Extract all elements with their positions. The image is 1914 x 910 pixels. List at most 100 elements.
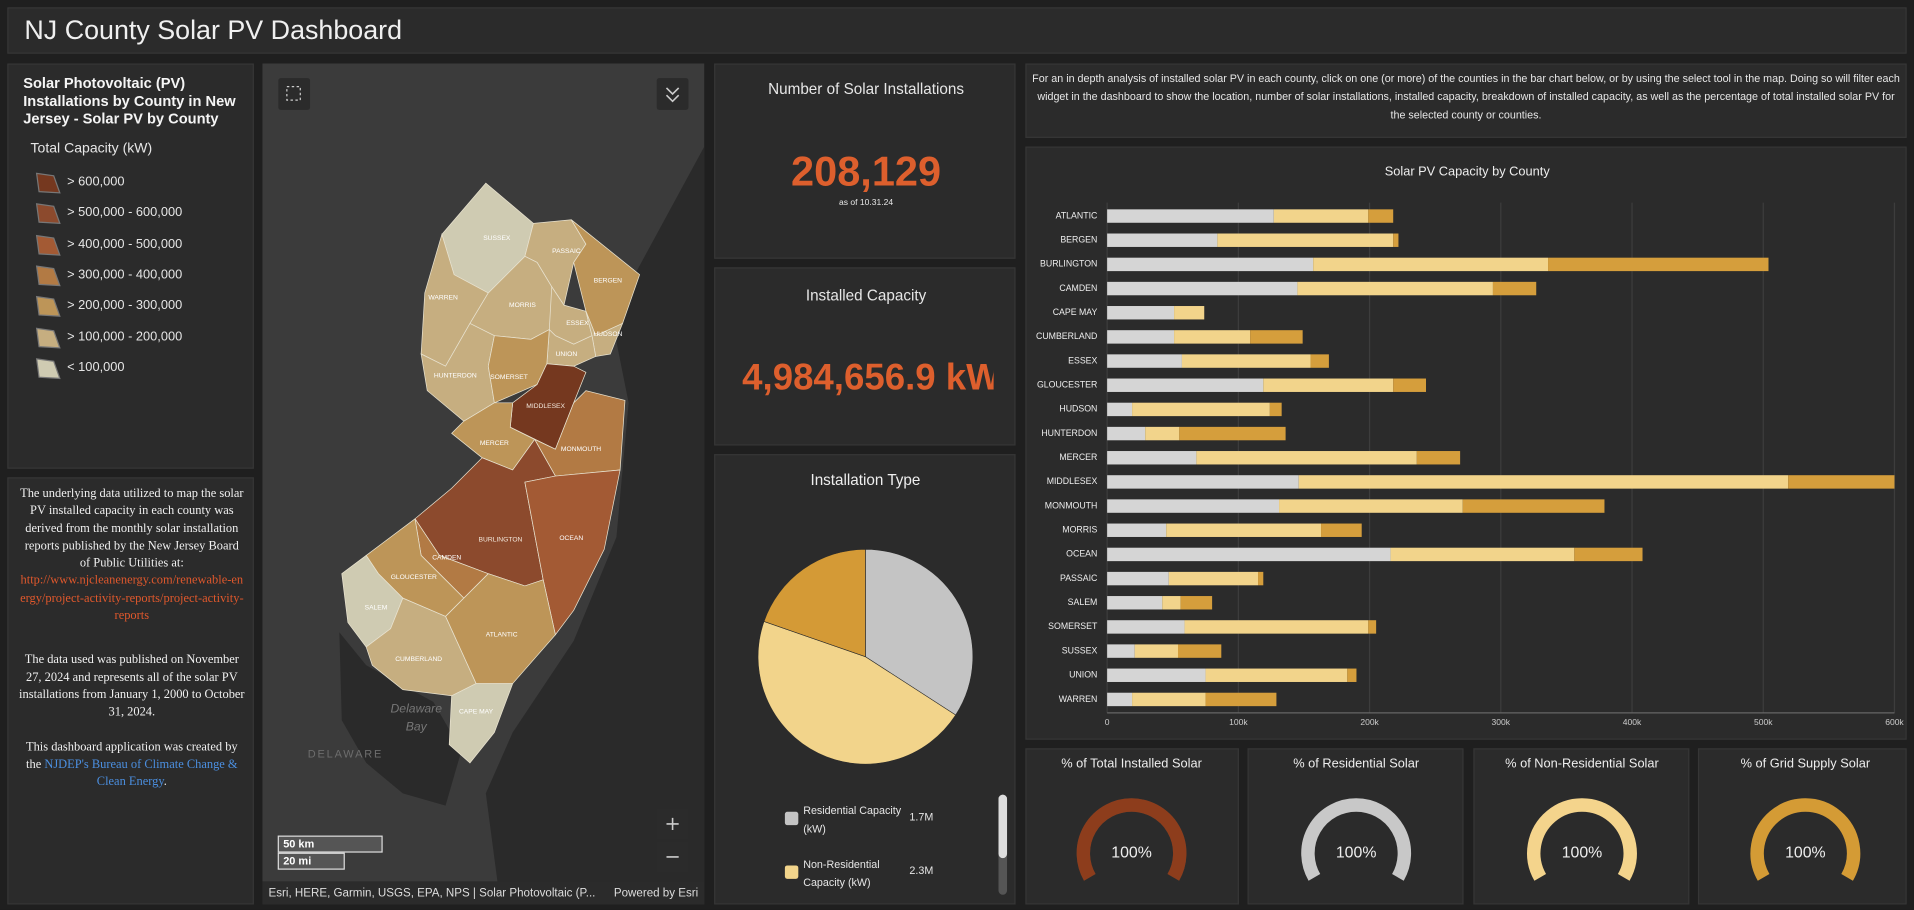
indicator-note: as of 10.31.24 <box>838 198 894 208</box>
map-collapse[interactable] <box>656 78 689 110</box>
description: For an in depth analysis of installed so… <box>1032 72 1900 121</box>
info-link[interactable]: NJDEP's Bureau of Climate Change & Clean… <box>44 757 238 789</box>
county-label: GLOUCESTER <box>391 574 437 581</box>
info-text: This dashboard application was created b… <box>25 740 238 772</box>
county-label: BERGEN <box>594 278 622 285</box>
legend-title: Solar Photovoltaic (PV) Installations by… <box>23 74 236 127</box>
legend-swatch <box>35 265 61 287</box>
legend-swatch <box>35 234 61 256</box>
county-label: HUDSON <box>593 331 622 338</box>
legend-swatch-shape <box>35 296 61 318</box>
legend-swatch <box>35 203 61 225</box>
legend-swatch <box>35 327 61 348</box>
legend-field: Total Capacity (kW) <box>30 141 153 157</box>
county[interactable] <box>448 683 514 764</box>
gauge-panel <box>1025 748 1239 905</box>
legend-swatch-shape <box>35 172 61 194</box>
legend-swatch <box>784 811 799 826</box>
scrollbar[interactable] <box>998 794 1008 895</box>
header: NJ County Solar PV Dashboard <box>7 7 1907 54</box>
indicator-title: Number of Solar Installations <box>768 80 965 98</box>
info-text: The data used was published on November … <box>19 653 245 720</box>
legend-swatch-shape <box>35 234 61 256</box>
water-label: Delaware <box>391 701 443 715</box>
scale-label: 20 mi <box>283 856 311 868</box>
attribution-bar <box>262 881 705 905</box>
legend-value: 2.3M <box>909 864 934 877</box>
county-label: OCEAN <box>559 535 583 542</box>
legend-swatch-shape <box>35 327 61 348</box>
legend-label: > 400,000 - 500,000 <box>67 236 183 251</box>
county-label: SUSSEX <box>483 235 511 242</box>
legend-label: > 100,000 - 200,000 <box>67 328 183 344</box>
legend-label: > 300,000 - 400,000 <box>67 267 183 282</box>
legend-panel: Solar Photovoltaic (PV) Installations by… <box>7 63 254 469</box>
water-label: Bay <box>406 720 428 734</box>
county-label: CAMDEN <box>432 555 461 562</box>
pie-panel: Residential Capacity (kW) 1.7M Non-Residen… <box>714 454 1016 905</box>
county-label: SOMERSET <box>490 374 528 381</box>
county-label: MIDDLESEX <box>526 403 565 410</box>
scale-bar <box>277 852 345 870</box>
county-label: HUNTERDON <box>434 373 477 380</box>
county-label: SALEM <box>365 605 388 612</box>
attribution: Esri, HERE, Garmin, USGS, EPA, NPS | Sol… <box>269 888 596 900</box>
info-block: The underlying data utilized to map the … <box>18 486 245 792</box>
gauge-panel <box>1697 748 1907 905</box>
map[interactable]: SUSSEX PASSAIC BERGEN WARREN MORRIS ESSEX HUDS… <box>262 63 705 905</box>
zoom-out[interactable] <box>656 841 689 873</box>
scale-label: 50 km <box>283 839 314 851</box>
legend-swatch <box>784 865 799 879</box>
gauge-panel <box>1473 748 1690 905</box>
map-tool[interactable] <box>278 78 311 110</box>
indicator-value: 208,129 <box>791 148 942 196</box>
info-text: This dashboard application was created b… <box>18 739 245 791</box>
county[interactable] <box>524 469 621 636</box>
county-label: MORRIS <box>509 302 536 309</box>
county-label: UNION <box>556 351 578 358</box>
legend-label: Residential Capacity (kW) <box>803 804 902 835</box>
legend-swatch <box>35 172 61 194</box>
county-label: ATLANTIC <box>486 632 518 639</box>
legend-label: Non-Residential Capacity (kW) <box>803 858 880 889</box>
county-label: WARREN <box>428 295 458 302</box>
legend-label: > 200,000 - 300,000 <box>67 298 183 313</box>
county-label: CUMBERLAND <box>395 656 442 663</box>
legend-swatch-shape <box>35 357 61 379</box>
legend-label: < 100,000 <box>67 359 125 375</box>
powered-by: Powered by Esri <box>614 888 698 900</box>
legend-swatch-shape <box>35 265 61 287</box>
indicator-panel: Installed Capacity 4,984,656.9 kW <box>714 267 1016 446</box>
legend-swatch-shape <box>35 203 61 225</box>
scale-bar <box>277 835 383 853</box>
header-title: NJ County Solar PV Dashboard <box>24 14 403 46</box>
indicator-value: 4,984,656.9 kW <box>742 357 994 398</box>
county-label: MONMOUTH <box>561 446 601 453</box>
legend-swatch <box>35 357 61 379</box>
legend-label: > 600,000 <box>67 174 125 190</box>
bar-panel <box>1025 146 1907 740</box>
state-label: DELAWARE <box>308 748 383 760</box>
indicator-title: Installed Capacity <box>805 286 927 304</box>
indicator-panel: Number of Solar Installations 208,129 as… <box>714 63 1016 259</box>
legend-swatch <box>35 296 61 318</box>
map-ocean <box>485 146 705 905</box>
info-panel: The underlying data utilized to map the … <box>7 477 254 905</box>
description-panel: For an in depth analysis of installed so… <box>1025 63 1907 138</box>
county-label: MERCER <box>480 440 509 447</box>
map-panel: SUSSEX PASSAIC BERGEN WARREN MORRIS ESSEX HUDS… <box>262 63 705 905</box>
county-layer: SUSSEX PASSAIC BERGEN WARREN MORRIS ESSEX HUDS… <box>341 182 641 764</box>
county-label: PASSAIC <box>552 248 581 255</box>
gauge-panel <box>1247 748 1464 905</box>
info-text: . <box>163 775 167 789</box>
legend-value: 1.7M <box>909 810 934 823</box>
info-link[interactable]: http://www.njcleanenergy.com/renewable-e… <box>20 574 244 623</box>
info-text: The underlying data utilized to map the … <box>20 487 244 571</box>
county-label: BURLINGTON <box>479 536 523 543</box>
county-label: CAPE MAY <box>459 708 494 715</box>
county-label: ESSEX <box>566 320 589 327</box>
zoom-in[interactable] <box>656 808 689 840</box>
map-bay <box>339 632 462 806</box>
